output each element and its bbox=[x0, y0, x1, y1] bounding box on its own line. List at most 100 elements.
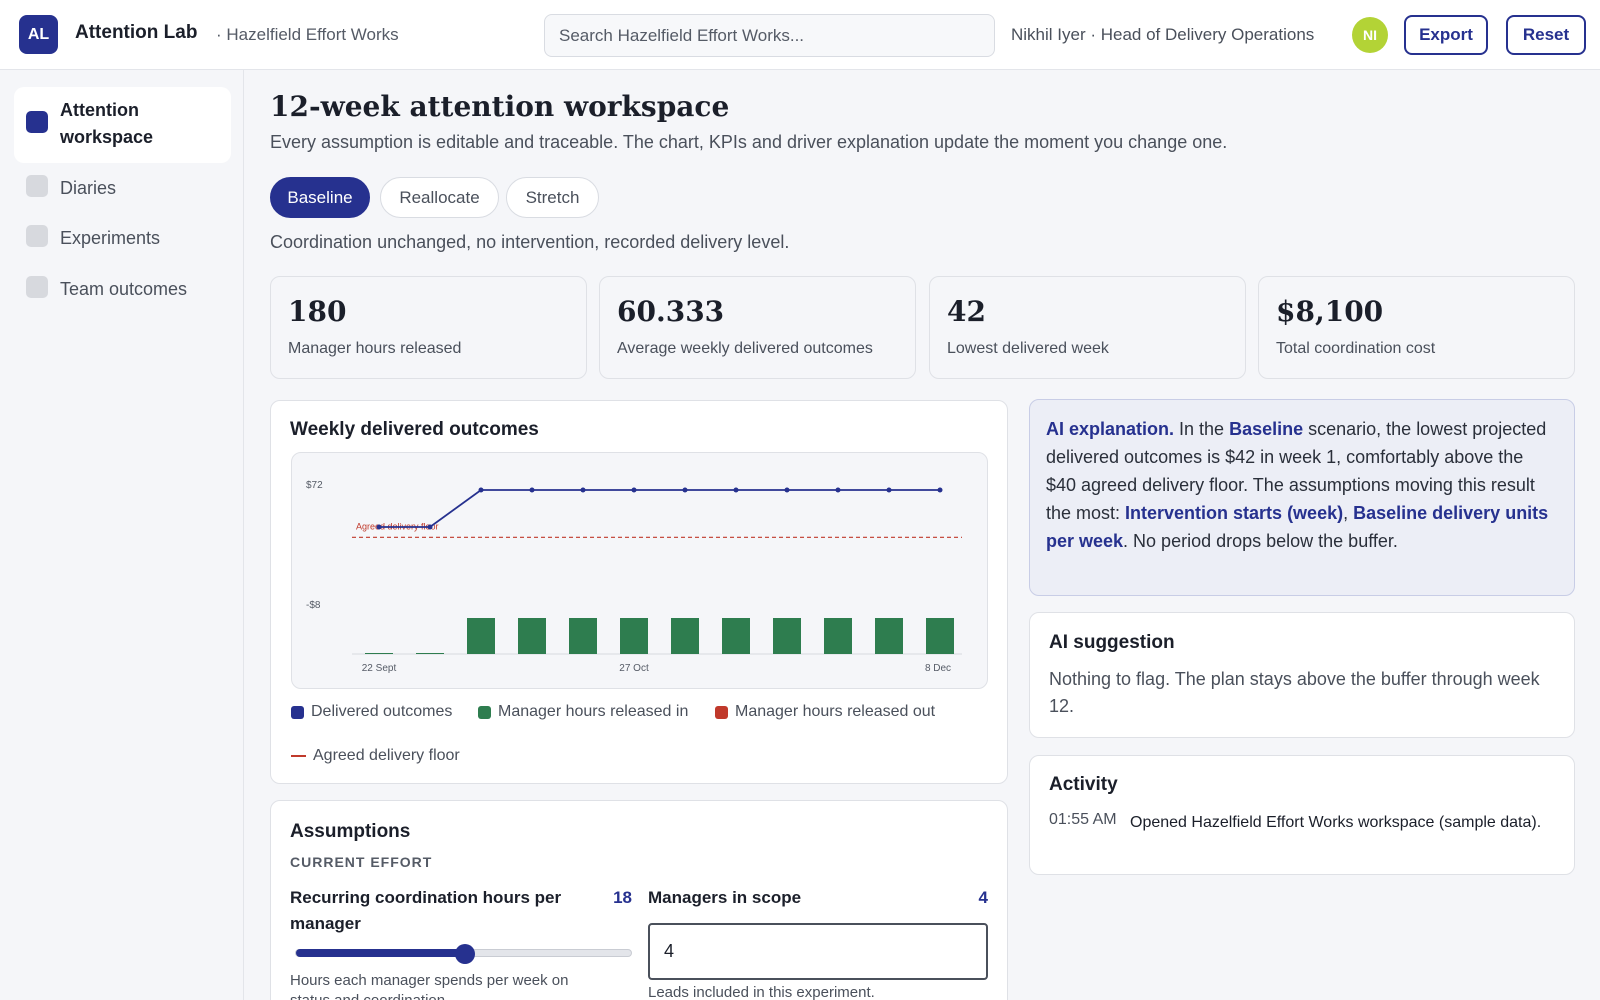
sidebar-item-label: Experiments bbox=[60, 228, 161, 248]
delivered-outcomes-point bbox=[835, 487, 841, 493]
kpi-card: 60.333 Average weekly delivered outcomes bbox=[599, 276, 916, 379]
legend-item: Manager hours released out bbox=[715, 703, 935, 721]
delivered-outcomes-point bbox=[580, 487, 586, 493]
sidebar-item-team-outcomes[interactable]: Team outcomes bbox=[14, 276, 231, 303]
sidebar-item-label: Attention workspace bbox=[60, 100, 154, 147]
activity-time: 01:55 AM bbox=[1049, 811, 1117, 828]
workspace-icon bbox=[26, 111, 48, 133]
coordination-hours-value: 18 bbox=[613, 888, 632, 907]
delivered-outcomes-point bbox=[427, 524, 433, 530]
legend-item: Delivered outcomes bbox=[291, 703, 452, 721]
scenario-description: Coordination unchanged, no intervention,… bbox=[270, 232, 790, 252]
tab-baseline[interactable]: Baseline bbox=[270, 177, 370, 218]
page-subtitle: Every assumption is editable and traceab… bbox=[270, 132, 1228, 152]
kpi-label: Lowest delivered week bbox=[947, 340, 1109, 357]
avatar[interactable]: NI bbox=[1352, 17, 1388, 53]
delivered-outcomes-point bbox=[784, 487, 790, 493]
legend-swatch bbox=[478, 705, 491, 719]
bar-released-in bbox=[518, 618, 546, 654]
export-button[interactable]: Export bbox=[1404, 15, 1488, 55]
legend-label: Delivered outcomes bbox=[311, 703, 453, 720]
bar-released-in bbox=[620, 618, 648, 654]
bar-released-in bbox=[926, 618, 954, 654]
delivered-outcomes-point bbox=[478, 487, 484, 493]
x-tick-label: 27 Oct bbox=[619, 663, 649, 674]
ai-text-segment: . No period drops below the buffer. bbox=[1123, 531, 1398, 551]
search-input[interactable] bbox=[544, 14, 995, 57]
delivered-outcomes-point bbox=[682, 487, 688, 493]
sidebar: Attention workspace Diaries Experiments … bbox=[0, 70, 244, 1000]
legend-swatch bbox=[291, 705, 304, 719]
ai-suggestion-title: AI suggestion bbox=[1049, 632, 1175, 653]
sidebar-item-label: Team outcomes bbox=[60, 279, 188, 299]
activity-title: Activity bbox=[1049, 774, 1118, 795]
org-name: · Hazelfield Effort Works bbox=[216, 25, 399, 44]
legend-label: Manager hours released out bbox=[735, 703, 936, 720]
slider-fill bbox=[296, 949, 465, 957]
diaries-icon bbox=[26, 175, 48, 197]
kpi-value: 60.333 bbox=[617, 295, 725, 328]
bar-released-in bbox=[569, 618, 597, 654]
y-tick-label: -$8 bbox=[306, 600, 321, 611]
experiments-icon bbox=[26, 225, 48, 247]
section-label: CURRENT EFFORT bbox=[290, 854, 433, 870]
bar-released-in bbox=[722, 618, 750, 654]
legend-item: Agreed delivery floor bbox=[291, 747, 460, 765]
kpi-card: 180 Manager hours released bbox=[270, 276, 587, 379]
app-logo: AL bbox=[19, 15, 58, 54]
kpi-label: Average weekly delivered outcomes bbox=[617, 340, 873, 357]
coordination-hours-hint: Hours each manager spends per week on st… bbox=[290, 972, 569, 1000]
activity-card: Activity 01:55 AM Opened Hazelfield Effo… bbox=[1029, 755, 1575, 875]
ai-explanation-text: AI explanation. In the Baseline scenario… bbox=[1046, 415, 1556, 555]
scenario-link[interactable]: Baseline bbox=[1229, 419, 1304, 439]
driver-link-baseline-units[interactable]: Baseline delivery units per week bbox=[1046, 503, 1549, 551]
driver-link-intervention[interactable]: Intervention starts (week) bbox=[1125, 503, 1344, 523]
chart-card: Weekly delivered outcomes $72 -$8 Agreed d… bbox=[270, 400, 1008, 784]
bar-released-in bbox=[365, 653, 393, 654]
bar-released-in bbox=[467, 618, 495, 654]
legend-label: Manager hours released in bbox=[498, 703, 689, 720]
kpi-value: 180 bbox=[288, 295, 347, 328]
kpi-value: $8,100 bbox=[1276, 295, 1384, 328]
ai-explanation-lead: AI explanation. bbox=[1046, 419, 1175, 439]
sidebar-item-diaries[interactable]: Diaries bbox=[14, 175, 231, 202]
kpi-card: $8,100 Total coordination cost bbox=[1258, 276, 1575, 379]
assumptions-card: Assumptions CURRENT EFFORT Recurring coo… bbox=[270, 800, 1008, 1000]
team-outcomes-icon bbox=[26, 276, 48, 298]
tab-stretch[interactable]: Stretch bbox=[506, 177, 599, 218]
kpi-label: Manager hours released bbox=[288, 340, 462, 357]
coordination-hours-slider[interactable] bbox=[295, 944, 632, 964]
legend-swatch bbox=[715, 705, 728, 719]
chart-title: Weekly delivered outcomes bbox=[290, 419, 539, 440]
managers-in-scope-label: Managers in scope bbox=[648, 888, 802, 907]
bar-released-in bbox=[671, 618, 699, 654]
tab-reallocate[interactable]: Reallocate bbox=[380, 177, 499, 218]
reset-button[interactable]: Reset bbox=[1506, 15, 1586, 55]
kpi-value: 42 bbox=[947, 295, 986, 328]
activity-text: Opened Hazelfield Effort Works workspace… bbox=[1130, 814, 1542, 831]
managers-in-scope-input[interactable] bbox=[648, 923, 988, 980]
ai-suggestion-text: Nothing to flag. The plan stays above th… bbox=[1049, 669, 1540, 716]
delivered-outcomes-line bbox=[379, 489, 940, 528]
assumptions-title: Assumptions bbox=[290, 821, 411, 842]
delivered-outcomes-point bbox=[886, 487, 892, 493]
sidebar-item-label: Diaries bbox=[60, 178, 117, 198]
delivered-outcomes-point bbox=[733, 487, 739, 493]
chart-area: $72 -$8 Agreed delivery floor 22 Sept 27 Oct… bbox=[291, 452, 988, 689]
delivered-outcomes-point bbox=[631, 487, 637, 493]
bar-released-in bbox=[416, 653, 444, 654]
sidebar-item-attention-workspace[interactable]: Attention workspace bbox=[14, 87, 231, 163]
slider-thumb[interactable] bbox=[454, 944, 475, 964]
y-tick-label: $72 bbox=[306, 480, 323, 491]
sidebar-item-experiments[interactable]: Experiments bbox=[14, 225, 231, 252]
ai-text-segment: In the bbox=[1174, 419, 1230, 439]
delivered-outcomes-point bbox=[376, 524, 382, 530]
kpi-label: Total coordination cost bbox=[1276, 340, 1436, 357]
bar-released-in bbox=[773, 618, 801, 654]
ai-text-segment: , bbox=[1343, 503, 1354, 523]
legend-swatch bbox=[291, 755, 306, 757]
page-title: 12-week attention workspace bbox=[270, 90, 730, 123]
bar-released-in bbox=[824, 618, 852, 654]
coordination-hours-label: Recurring coordination hours per manager bbox=[290, 888, 562, 933]
